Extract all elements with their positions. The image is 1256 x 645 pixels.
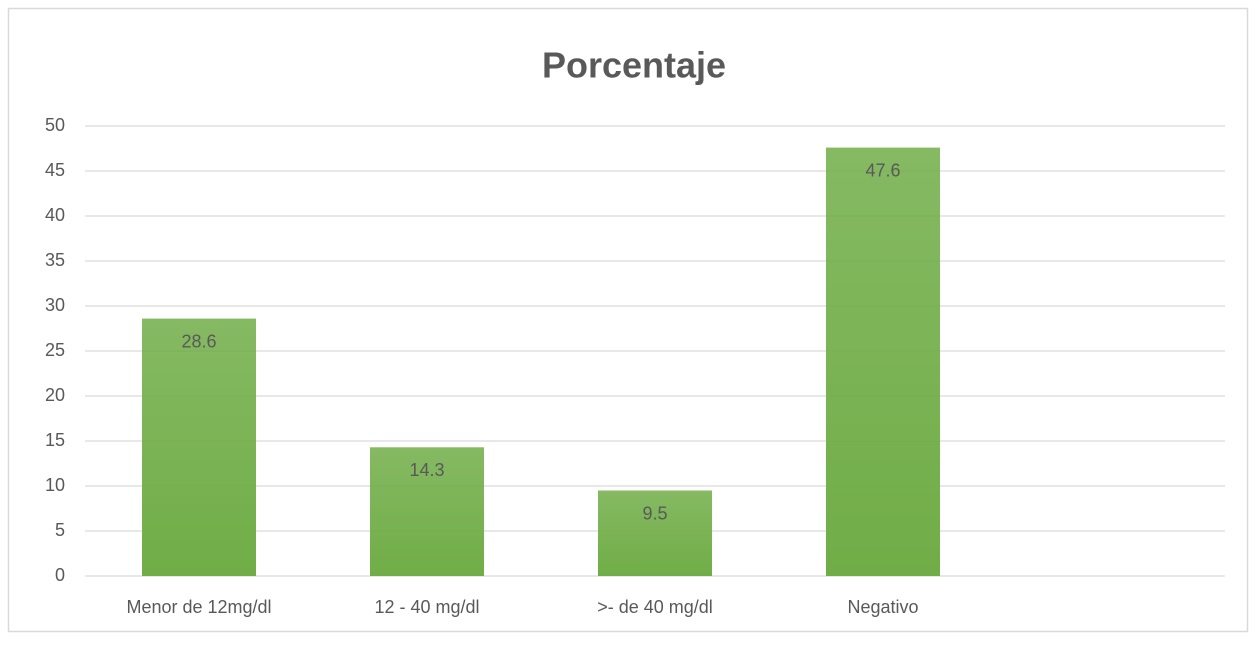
bar — [598, 490, 712, 576]
y-tick-label: 5 — [55, 520, 65, 540]
y-tick-label: 0 — [55, 565, 65, 585]
y-tick-label: 30 — [45, 295, 65, 315]
x-tick-label: Menor de 12mg/dl — [126, 597, 271, 617]
x-tick-label: >- de 40 mg/dl — [597, 597, 713, 617]
y-tick-label: 40 — [45, 205, 65, 225]
y-tick-label: 20 — [45, 385, 65, 405]
y-tick-label: 50 — [45, 115, 65, 135]
bar — [826, 147, 940, 576]
data-label: 47.6 — [865, 160, 900, 180]
chart-title: Porcentaje — [542, 45, 726, 86]
data-label: 14.3 — [409, 460, 444, 480]
data-label: 28.6 — [181, 331, 216, 351]
data-label: 9.5 — [642, 503, 667, 523]
y-tick-label: 35 — [45, 250, 65, 270]
y-tick-label: 25 — [45, 340, 65, 360]
y-tick-label: 45 — [45, 160, 65, 180]
x-tick-label: 12 - 40 mg/dl — [374, 597, 479, 617]
y-tick-label: 10 — [45, 475, 65, 495]
y-tick-label: 15 — [45, 430, 65, 450]
x-tick-label: Negativo — [847, 597, 918, 617]
bar — [142, 318, 256, 576]
bar — [370, 447, 484, 576]
